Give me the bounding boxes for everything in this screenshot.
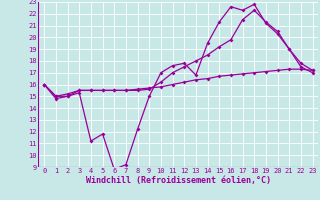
X-axis label: Windchill (Refroidissement éolien,°C): Windchill (Refroidissement éolien,°C): [86, 176, 271, 185]
